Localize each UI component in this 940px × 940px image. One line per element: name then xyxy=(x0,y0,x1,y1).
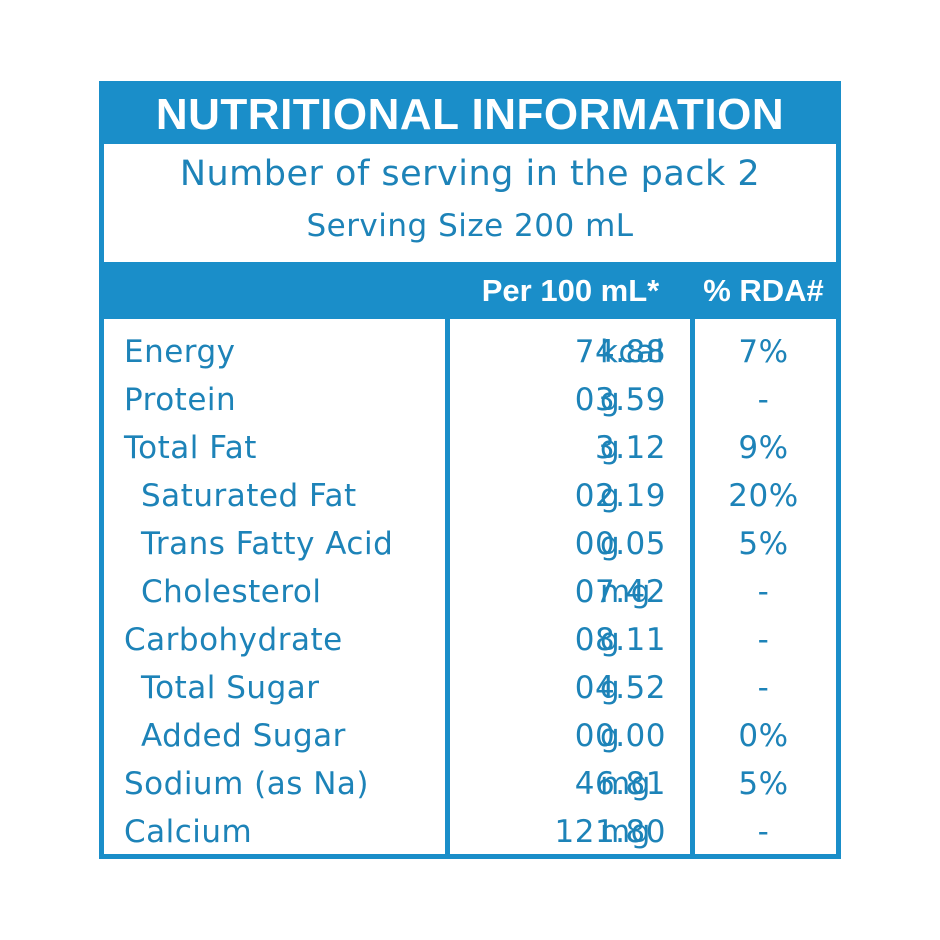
nutrient-rda: 5% xyxy=(738,526,789,562)
nutrient-name: Cholesterol xyxy=(141,574,322,610)
nutrient-rda: - xyxy=(757,622,770,658)
nutrient-unit: g xyxy=(600,670,621,706)
nutrient-rda: 0% xyxy=(738,718,789,754)
nutrient-row: Cholesterol 07.42 mg - xyxy=(104,568,836,616)
nutrient-row: Sodium (as Na) 46.81 mg 5% xyxy=(104,760,836,808)
nutrient-unit: kcal xyxy=(600,334,665,370)
nutrient-name: Carbohydrate xyxy=(124,622,343,658)
nutrient-rda: - xyxy=(757,574,770,610)
nutrient-value: 07.42 xyxy=(574,574,666,610)
nutrient-row: Trans Fatty Acid 00.05 g 5% xyxy=(104,520,836,568)
nutrient-unit: g xyxy=(600,430,621,466)
nutrient-row: Saturated Fat 02.19 g 20% xyxy=(104,472,836,520)
nutrient-rda: - xyxy=(757,814,770,850)
nutrient-rda: - xyxy=(757,670,770,706)
nutrient-row: Total Fat 3.12 g 9% xyxy=(104,424,836,472)
nutrient-rows: Energy 74.88 kcal 7% Protein 03.59 g - T… xyxy=(104,328,836,856)
nutrient-unit: g xyxy=(600,526,621,562)
nutrient-value: 121.80 xyxy=(554,814,666,850)
nutrient-rda: 5% xyxy=(738,766,789,802)
nutrient-name: Protein xyxy=(124,382,237,418)
nutrient-name: Saturated Fat xyxy=(141,478,357,514)
nutrient-name: Added Sugar xyxy=(141,718,346,754)
nutrient-name: Total Fat xyxy=(124,430,257,466)
nutrient-value: 04.52 xyxy=(574,670,666,706)
column-header-rda: % RDA# xyxy=(703,273,824,308)
nutrient-unit: mg xyxy=(600,814,651,850)
nutrient-unit: g xyxy=(600,382,621,418)
nutrient-unit: mg xyxy=(600,574,651,610)
nutrient-value: 08.11 xyxy=(574,622,666,658)
nutrient-row: Energy 74.88 kcal 7% xyxy=(104,328,836,376)
nutrient-row: Total Sugar 04.52 g - xyxy=(104,664,836,712)
column-divider xyxy=(690,319,695,859)
nutrient-value: 3.12 xyxy=(594,430,666,466)
nutrient-value: 00.05 xyxy=(574,526,666,562)
nutrient-name: Trans Fatty Acid xyxy=(141,526,394,562)
nutrient-row: Protein 03.59 g - xyxy=(104,376,836,424)
column-divider xyxy=(445,319,450,859)
serving-size: Serving Size 200 mL xyxy=(306,208,634,244)
nutrition-panel: NUTRITIONAL INFORMATION Number of servin… xyxy=(99,81,841,859)
column-header-bar: Per 100 mL* % RDA# xyxy=(104,262,836,319)
nutrient-name: Energy xyxy=(124,334,236,370)
nutrient-rda: 7% xyxy=(738,334,789,370)
servings-per-pack: Number of serving in the pack 2 xyxy=(179,154,761,194)
nutrient-rda: - xyxy=(757,382,770,418)
panel-title: NUTRITIONAL INFORMATION xyxy=(104,86,836,144)
nutrient-rda: 9% xyxy=(738,430,789,466)
nutrient-value: 00.00 xyxy=(574,718,666,754)
nutrient-value: 03.59 xyxy=(574,382,666,418)
nutrient-rda: 20% xyxy=(728,478,799,514)
nutrient-unit: g xyxy=(600,622,621,658)
nutrient-row: Carbohydrate 08.11 g - xyxy=(104,616,836,664)
nutrient-value: 74.88 xyxy=(574,334,666,370)
nutrient-name: Total Sugar xyxy=(141,670,320,706)
nutrient-unit: g xyxy=(600,478,621,514)
nutrient-value: 46.81 xyxy=(574,766,666,802)
nutrient-unit: mg xyxy=(600,766,651,802)
nutrient-name: Sodium (as Na) xyxy=(124,766,370,802)
nutrient-row: Added Sugar 00.00 g 0% xyxy=(104,712,836,760)
nutrient-value: 02.19 xyxy=(574,478,666,514)
nutrient-unit: g xyxy=(600,718,621,754)
nutrient-row: Calcium 121.80 mg - xyxy=(104,808,836,856)
column-header-per-100ml: Per 100 mL* xyxy=(481,273,660,308)
nutrient-name: Calcium xyxy=(124,814,253,850)
